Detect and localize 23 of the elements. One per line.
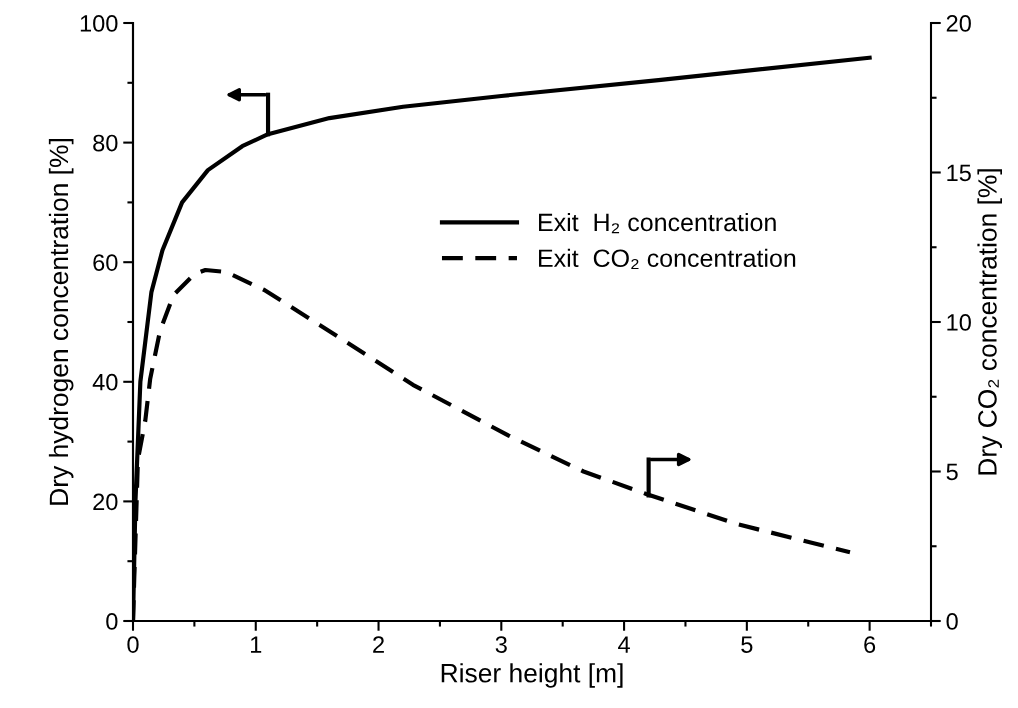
x-tick-label: 3 (495, 636, 507, 653)
y2-axis-title: Dry CO₂ concentration [%] (977, 169, 1002, 475)
y-tick-label: 0 (106, 613, 118, 630)
legend-label: Exit CO₂ concentration (539, 248, 796, 269)
y2-tick-label: 10 (947, 314, 971, 331)
y-tick-label: 60 (93, 254, 118, 271)
legend-label: Exit H₂ concentration (539, 212, 776, 234)
y-tick-label: 100 (80, 15, 118, 32)
y-tick-label: 20 (93, 493, 118, 511)
x-tick-label: 5 (741, 636, 753, 653)
x-tick-label: 1 (251, 636, 262, 653)
x-tick-label: 2 (373, 636, 384, 653)
x-tick-label: 0 (127, 636, 139, 653)
y-tick-label: 40 (92, 373, 118, 391)
y2-tick-label: 5 (946, 463, 958, 481)
y2-tick-label: 20 (946, 15, 971, 32)
y2-tick-label: 15 (947, 164, 971, 182)
x-axis-title: Riser height [m] (441, 663, 623, 688)
x-tick-label: 6 (864, 636, 876, 653)
y-tick-label: 80 (93, 134, 118, 152)
y-axis-title: Dry hydrogen concentration [%] (48, 139, 74, 505)
x-tick-label: 4 (618, 636, 630, 653)
y2-tick-label: 0 (946, 613, 958, 630)
